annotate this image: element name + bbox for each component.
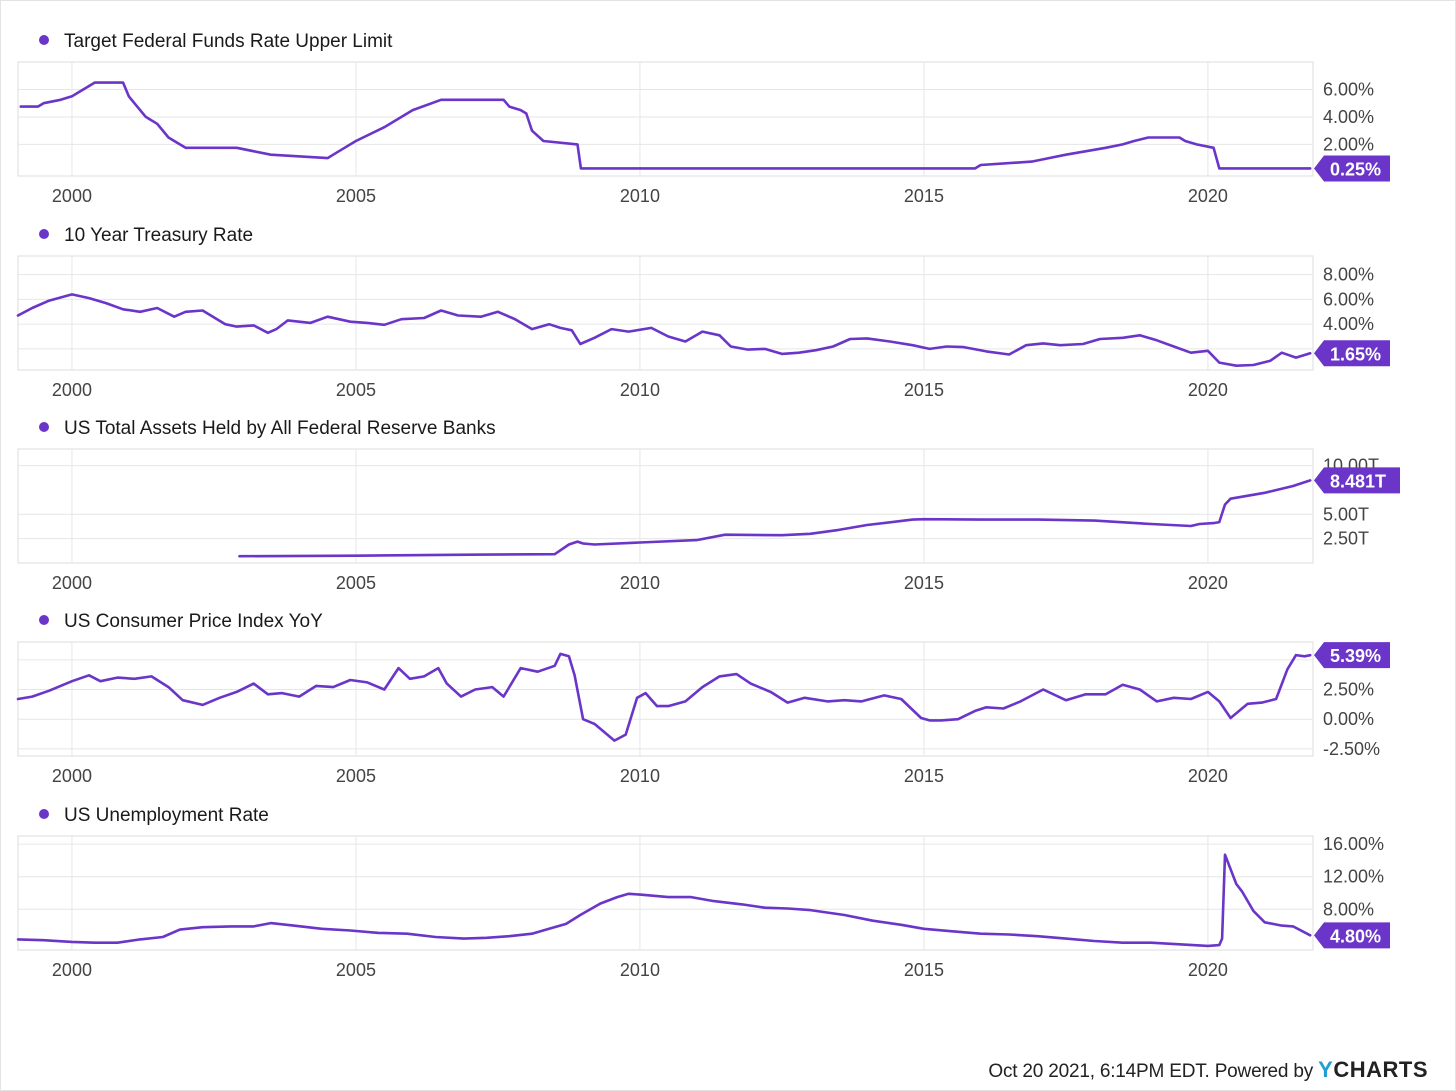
series-line: [238, 479, 1312, 558]
current-value-tag: [1314, 340, 1390, 367]
y-tick-label: 2.00%: [1323, 134, 1374, 154]
plot-border: [17, 255, 1314, 371]
y-tick-label: 6.00%: [1323, 79, 1374, 99]
x-tick-label: 2000: [52, 186, 92, 206]
x-tick-label: 2005: [336, 766, 376, 786]
legend-marker: [39, 809, 49, 819]
plot-border: [17, 61, 1314, 177]
current-value-label: 0.25%: [1330, 159, 1381, 179]
legend-marker: [39, 35, 49, 45]
y-tick-label: 12.00%: [1323, 867, 1384, 887]
current-value-tag: [1314, 642, 1390, 669]
x-tick-label: 2015: [904, 380, 944, 400]
legend-marker: [39, 615, 49, 625]
x-tick-label: 2005: [336, 960, 376, 980]
x-tick-label: 2000: [52, 766, 92, 786]
x-tick-label: 2015: [904, 573, 944, 593]
legend-marker: [39, 422, 49, 432]
series-line: [16, 853, 1312, 948]
y-tick-label: 8.00%: [1323, 265, 1374, 285]
x-tick-label: 2020: [1188, 573, 1228, 593]
x-tick-label: 2015: [904, 186, 944, 206]
chart-title: Target Federal Funds Rate Upper Limit: [64, 31, 393, 52]
x-tick-label: 2000: [52, 960, 92, 980]
y-tick-label: 2.50T: [1323, 529, 1369, 549]
current-value-label: 4.80%: [1330, 926, 1381, 946]
x-tick-label: 2000: [52, 573, 92, 593]
chart-title: US Consumer Price Index YoY: [64, 611, 323, 632]
current-value-tag: [1314, 467, 1400, 494]
ycharts-logo-text: CHARTS: [1333, 1057, 1428, 1082]
x-tick-label: 2020: [1188, 186, 1228, 206]
y-tick-label: 8.00%: [1323, 899, 1374, 919]
x-tick-label: 2010: [620, 380, 660, 400]
chart-panel-4: US Unemployment Rate 2000 2005 2010 2015 2020…: [16, 805, 1390, 980]
plot-border: [17, 448, 1314, 564]
x-tick-label: 2020: [1188, 960, 1228, 980]
current-value-tag: [1314, 155, 1390, 182]
x-tick-label: 2000: [52, 380, 92, 400]
x-tick-label: 2020: [1188, 766, 1228, 786]
chart-panel-0: Target Federal Funds Rate Upper Limit 200…: [17, 31, 1390, 206]
ycharts-logo-y: Y: [1318, 1057, 1334, 1082]
current-value-label: 8.481T: [1330, 471, 1386, 491]
legend-marker: [39, 229, 49, 239]
x-tick-label: 2010: [620, 186, 660, 206]
footer-powered-by: Powered by: [1214, 1061, 1314, 1082]
x-tick-label: 2005: [336, 186, 376, 206]
footer: Oct 20 2021, 6:14PM EDT. Powered by YCHA…: [988, 1057, 1428, 1083]
x-tick-label: 2005: [336, 573, 376, 593]
series-line: [16, 652, 1312, 742]
y-tick-label: -2.50%: [1323, 739, 1380, 759]
chart-panel-3: US Consumer Price Index YoY 2000 2005 2010 2…: [16, 611, 1390, 786]
x-tick-label: 2020: [1188, 380, 1228, 400]
current-value-tag: [1314, 922, 1390, 949]
y-tick-label: 4.00%: [1323, 107, 1374, 127]
x-tick-label: 2010: [620, 766, 660, 786]
series-line: [19, 81, 1312, 170]
y-tick-label: 2.50%: [1323, 680, 1374, 700]
chart-panel-1: 10 Year Treasury Rate 2000 2005 2010 2015 202…: [16, 225, 1390, 400]
ycharts-logo[interactable]: YCHARTS: [1318, 1057, 1428, 1082]
x-tick-label: 2015: [904, 960, 944, 980]
chart-title: 10 Year Treasury Rate: [64, 225, 253, 246]
y-tick-label: 6.00%: [1323, 289, 1374, 309]
y-tick-label: 0.00%: [1323, 709, 1374, 729]
current-value-label: 1.65%: [1330, 344, 1381, 364]
chart-title: US Total Assets Held by All Federal Rese…: [64, 418, 496, 439]
x-tick-label: 2010: [620, 960, 660, 980]
series-line: [16, 293, 1312, 368]
y-tick-label: 16.00%: [1323, 834, 1384, 854]
x-tick-label: 2015: [904, 766, 944, 786]
x-tick-label: 2005: [336, 380, 376, 400]
plot-border: [17, 641, 1314, 757]
x-tick-label: 2010: [620, 573, 660, 593]
y-tick-label: 4.00%: [1323, 314, 1374, 334]
plot-border: [17, 835, 1314, 951]
chart-title: US Unemployment Rate: [64, 805, 269, 826]
y-tick-label: 5.00T: [1323, 504, 1369, 524]
footer-timestamp: Oct 20 2021, 6:14PM EDT.: [988, 1061, 1210, 1082]
current-value-label: 5.39%: [1330, 646, 1381, 666]
chart-panel-2: US Total Assets Held by All Federal Rese…: [17, 418, 1400, 593]
